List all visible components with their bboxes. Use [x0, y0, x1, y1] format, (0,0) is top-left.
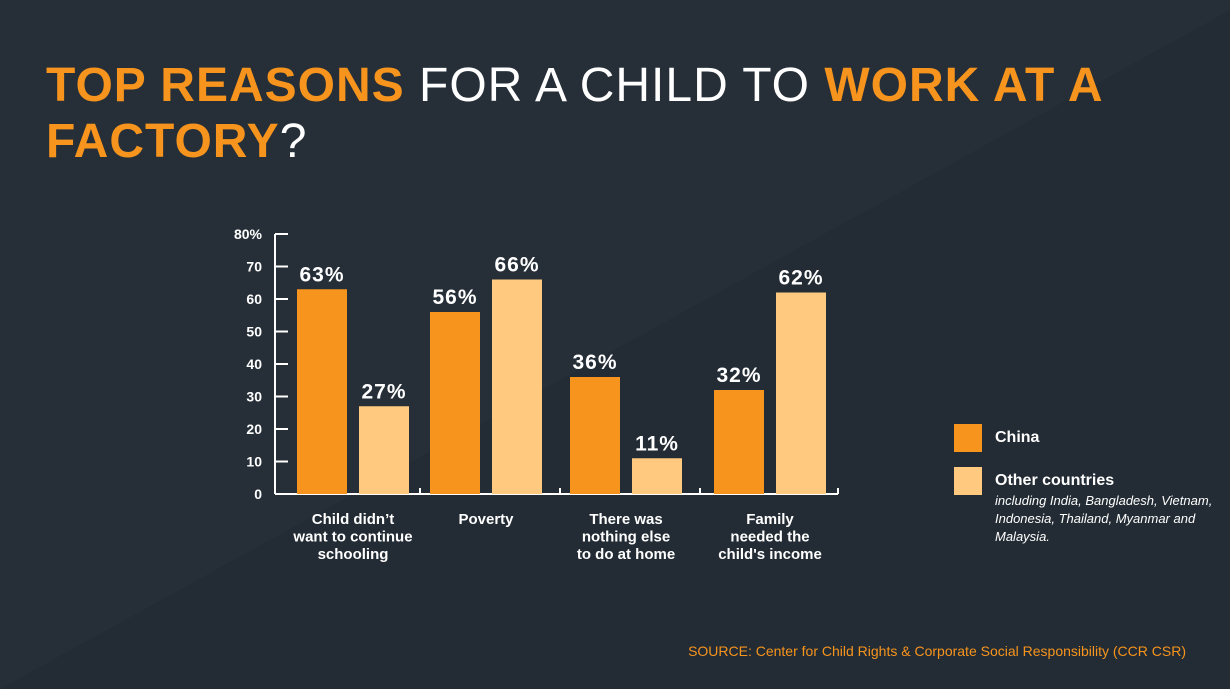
bar-other-countries [632, 458, 682, 494]
bar-china [714, 390, 764, 494]
x-category-label: Child didn’t want to continue schooling [292, 511, 412, 563]
title-part-1: FOR A CHILD TO [404, 59, 825, 112]
data-label: 32% [716, 364, 761, 387]
data-label: 66% [494, 254, 539, 277]
y-tick-label: 80% [234, 226, 263, 242]
y-tick-label: 70 [246, 259, 262, 275]
x-category-label-line: to do at home [577, 546, 675, 563]
data-label: 63% [299, 263, 344, 286]
legend-swatch-china [954, 424, 982, 452]
y-tick-label: 50 [246, 324, 262, 340]
y-tick-label: 10 [246, 454, 262, 470]
chart-title: TOP REASONS FOR A CHILD TO WORK AT A FAC… [46, 58, 1166, 170]
title-part-0: TOP REASONS [46, 59, 405, 112]
data-label: 36% [572, 351, 617, 374]
legend-label-china: China [995, 429, 1040, 446]
bar-other-countries [776, 292, 826, 494]
x-category-label: Family needed the child's income [718, 511, 822, 563]
x-category-label-line: child's income [718, 546, 822, 563]
y-tick-label: 30 [246, 389, 262, 405]
x-category-label: There was nothing else to do at home [577, 511, 675, 563]
y-tick-label: 20 [246, 421, 262, 437]
x-category-label-line: Poverty [458, 511, 514, 528]
bar-other-countries [492, 279, 542, 494]
bar-china [430, 312, 480, 494]
data-label: 62% [778, 267, 823, 290]
x-category-label-line: want to continue [292, 529, 412, 546]
x-category-label-line: needed the [730, 529, 809, 546]
x-category-label-line: Child didn’t [312, 511, 394, 528]
data-label: 11% [635, 432, 679, 455]
data-label: 27% [361, 380, 406, 403]
x-category-label-line: There was [589, 511, 662, 528]
data-label: 56% [432, 286, 477, 309]
title-part-2: WORK AT A FACTORY [46, 59, 1102, 168]
x-category-label-line: nothing else [582, 529, 670, 546]
x-category-label-line: schooling [318, 546, 389, 563]
legend-swatch-other-countries [954, 467, 982, 495]
bar-china [297, 289, 347, 494]
title-part-3: ? [279, 115, 308, 168]
bar-other-countries [359, 406, 409, 494]
source-note: SOURCE: Center for Child Rights & Corpor… [688, 643, 1186, 659]
legend-label-other-countries: Other countries [995, 472, 1115, 489]
x-category-label: Poverty [458, 511, 514, 528]
x-category-label-line: Family [746, 511, 794, 528]
bar-china [570, 377, 620, 494]
y-tick-label: 40 [246, 356, 262, 372]
legend-note-other-countries: including India, Bangladesh, Vietnam, In… [995, 493, 1213, 544]
y-tick-label: 0 [254, 486, 262, 502]
y-tick-label: 60 [246, 291, 262, 307]
